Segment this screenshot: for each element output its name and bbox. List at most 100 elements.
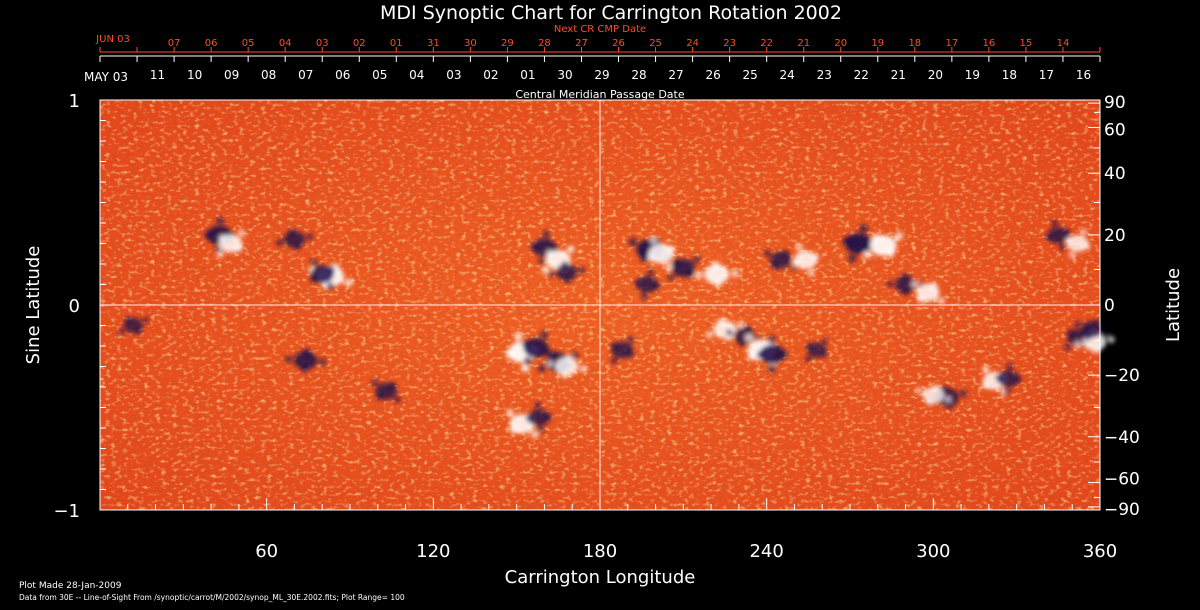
magnetic-region-speck — [804, 356, 811, 363]
magnetic-region-speck — [730, 269, 739, 278]
magnetic-region-speck — [738, 339, 746, 347]
x-tick-label: 300 — [916, 541, 950, 562]
magnetic-region-speck — [981, 381, 990, 390]
magnetic-region-speck — [937, 297, 946, 305]
magnetic-region-speck — [530, 243, 538, 251]
magnetic-region-speck — [901, 273, 909, 281]
magnetic-region-speck — [649, 236, 658, 245]
magnetic-region-speck — [772, 263, 779, 271]
next-cr-tick-label: 28 — [538, 38, 551, 49]
magnetic-region-speck — [792, 259, 800, 267]
magnetic-region-speck — [725, 333, 733, 342]
magnetic-region-speck — [744, 333, 754, 343]
top-date-tick-label: 11 — [150, 68, 165, 82]
magnetic-region-speck — [894, 231, 904, 241]
magnetic-region-negative — [528, 409, 550, 427]
y-left-tick-label: −1 — [53, 501, 80, 522]
magnetic-region-speck — [542, 348, 551, 357]
magnetic-region-speck — [820, 351, 828, 358]
right-axis-label: Latitude — [1163, 268, 1184, 342]
y-right-tick-label: 90 — [1104, 93, 1126, 113]
magnetic-region-speck — [564, 354, 573, 362]
magnetic-region-speck — [747, 351, 756, 361]
magnetic-region-positive — [1066, 235, 1089, 252]
magnetic-region-speck — [548, 350, 557, 359]
magnetic-region-speck — [570, 351, 579, 360]
magnetic-region-speck — [672, 257, 681, 266]
x-tick-label: 180 — [583, 541, 617, 562]
latitude-axis: 90 60 40 20 0 −20 −40 −60 −90 — [1088, 93, 1140, 520]
next-cr-tick-label: 06 — [205, 38, 218, 49]
magnetic-region-speck — [1074, 341, 1082, 349]
magnetic-region-speck — [756, 350, 765, 359]
next-cr-tick-label: 22 — [760, 38, 773, 49]
magnetic-region-speck — [1003, 387, 1011, 395]
top-date-tick-label: 25 — [743, 68, 758, 82]
magnetic-region-speck — [537, 364, 546, 373]
magnetic-region-speck — [534, 401, 542, 409]
magnetic-region-speck — [981, 365, 990, 373]
magnetic-region-speck — [302, 348, 311, 356]
next-cr-tick-label: 17 — [945, 38, 958, 49]
magnetic-region-speck — [566, 245, 575, 254]
magnetic-region-speck — [646, 253, 655, 262]
top-date-start-label: MAY 03 — [84, 70, 128, 84]
magnetic-region-speck — [275, 239, 283, 247]
y-right-tick-label: −90 — [1104, 500, 1140, 520]
magnetic-region-speck — [546, 359, 554, 368]
magnetic-region-speck — [944, 396, 952, 403]
next-cr-start-label: JUN 03 — [95, 34, 130, 45]
magnetic-region-speck — [859, 224, 868, 233]
magnetic-region-speck — [711, 261, 720, 270]
magnetic-region-speck — [326, 282, 335, 290]
next-cr-tick-label: 15 — [1020, 38, 1033, 49]
magnetic-region-speck — [545, 249, 554, 258]
magnetic-region-speck — [521, 340, 530, 349]
magnetic-region-speck — [1051, 219, 1058, 227]
next-cr-tick-label: 25 — [649, 38, 662, 49]
magnetic-region-speck — [1092, 319, 1100, 326]
magnetic-region-speck — [807, 269, 815, 277]
top-date-tick-label: 16 — [1076, 68, 1091, 82]
magnetic-region-speck — [886, 280, 894, 288]
magnetic-region-negative — [555, 263, 578, 281]
magnetic-region-speck — [995, 374, 1003, 382]
plot-made-note: Plot Made 28-Jan-2009 — [19, 581, 122, 591]
magnetic-region-speck — [647, 268, 655, 276]
top-date-tick-label: 06 — [335, 68, 350, 82]
magnetic-region-speck — [821, 337, 829, 344]
magnetic-region-speck — [743, 324, 751, 332]
magnetic-region-speck — [737, 321, 745, 329]
magnetic-region-speck — [725, 329, 733, 336]
magnetic-region-speck — [579, 365, 588, 373]
next-cr-tick-label: 04 — [279, 38, 292, 49]
magnetic-region-speck — [309, 258, 318, 267]
y-left-tick-label: 0 — [69, 296, 80, 317]
next-cr-tick-label: 02 — [353, 38, 366, 49]
next-cr-caption: Next CR CMP Date — [554, 24, 646, 35]
next-cr-tick-label: 27 — [575, 38, 588, 49]
next-cr-tick-label: 21 — [797, 38, 810, 49]
magnetic-region-negative — [894, 276, 917, 293]
next-cr-tick-label: 29 — [501, 38, 514, 49]
x-tick-label: 60 — [255, 541, 278, 562]
magnetic-region-speck — [142, 316, 149, 323]
top-date-tick-label: 07 — [298, 68, 313, 82]
top-date-tick-label: 21 — [891, 68, 906, 82]
magnetic-region-speck — [218, 234, 227, 242]
magnetic-region-speck — [686, 270, 695, 279]
magnetic-region-speck — [327, 266, 336, 274]
magnetic-region-speck — [1084, 333, 1092, 341]
magnetic-region-speck — [525, 415, 533, 422]
magnetic-region-speck — [505, 349, 515, 359]
magnetic-region-speck — [509, 426, 518, 434]
magnetic-region-speck — [1074, 320, 1081, 328]
magnetic-region-speck — [301, 365, 309, 373]
magnetic-region-speck — [811, 253, 820, 261]
y-right-tick-label: −20 — [1104, 366, 1140, 386]
magnetic-region-speck — [1006, 362, 1014, 370]
magnetic-region-speck — [538, 257, 546, 265]
magnetic-region-speck — [863, 250, 872, 259]
next-cr-ticks: 07 06 05 04 03 02 01 31 30 29 28 27 26 25 24 23 22 21 20 19… — [99, 38, 1101, 52]
magnetic-region-speck — [767, 364, 776, 373]
